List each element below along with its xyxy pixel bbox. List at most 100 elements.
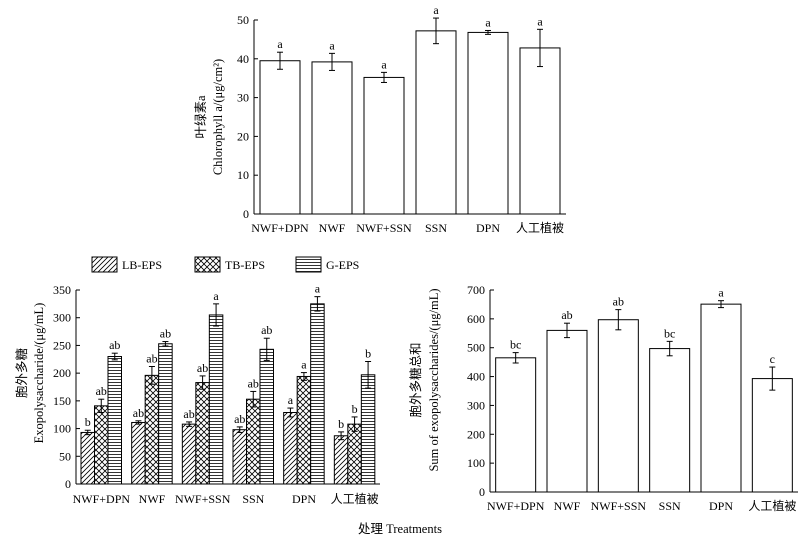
chlorophyll-ylabel-en: Chlorophyll a/(μg/cm²): [211, 59, 225, 175]
eps-xtick-label: NWF+DPN: [73, 492, 131, 506]
sum-significance-letter: ab: [561, 308, 572, 322]
chlorophyll-ylabel-cn: 叶绿素a: [193, 95, 208, 139]
chl-ytick-label: 50: [237, 13, 249, 27]
eps-bar-tb-eps: [246, 398, 261, 485]
eps-bar-g-eps: [360, 374, 376, 485]
sum-xtick-label: NWF: [554, 499, 581, 513]
eps-bar-g-eps: [107, 356, 122, 485]
eps-bar-tb-eps: [195, 382, 210, 485]
sum-ytick-label: 700: [467, 283, 485, 297]
sum-xtick-label: SSN: [659, 499, 681, 513]
eps-bar-g-eps: [208, 314, 224, 485]
sum-bar: [649, 348, 691, 493]
sum-chart: 0 100 200 300 400 500 600 700 bc ab ab bc a c NWF+DP…: [408, 283, 798, 513]
sum-ylabel-cn: 胞外多糖总和: [408, 342, 423, 417]
chl-significance-letter: a: [433, 3, 439, 17]
legend-swatch-tb-eps: [194, 256, 221, 273]
chl-significance-letter: a: [537, 14, 543, 28]
eps-bar-tb-eps: [94, 405, 109, 485]
chl-xtick-label: NWF: [319, 221, 346, 235]
chl-significance-letter: a: [381, 57, 387, 71]
chlorophyll-chart: 0 10 20 30 40 50 a a a a a a NWF+DPN NWF NWF+SSN SSN D…: [193, 3, 566, 235]
eps-significance-letter: ab: [160, 327, 171, 341]
chl-xtick-label: 人工植被: [516, 220, 564, 235]
eps-significance-letter: ab: [234, 412, 245, 426]
eps-significance-letter: b: [85, 415, 91, 429]
eps-bar-tb-eps: [296, 375, 312, 485]
chl-significance-letter: a: [329, 38, 335, 52]
legend-swatch-lb-eps: [91, 256, 118, 273]
eps-significance-letter: b: [352, 402, 358, 416]
eps-xtick-label: NWF+SSN: [175, 492, 231, 506]
eps-significance-letter: a: [315, 282, 321, 296]
legend-label-g-eps: G-EPS: [326, 258, 359, 272]
sum-significance-letter: bc: [510, 338, 521, 352]
shared-x-axis-title: 处理 Treatments: [358, 522, 442, 536]
sum-ytick-label: 0: [479, 485, 485, 499]
eps-bar-lb-eps: [80, 431, 95, 485]
sum-significance-letter: ab: [613, 295, 624, 309]
sum-ytick-label: 600: [467, 312, 485, 326]
eps-significance-letter: a: [288, 393, 294, 407]
eps-xtick-label: DPN: [292, 492, 316, 506]
chl-xtick-label: DPN: [476, 221, 500, 235]
eps-significance-letter: ab: [183, 407, 194, 421]
eps-xtick-label: SSN: [242, 492, 264, 506]
sum-ytick-label: 400: [467, 370, 485, 384]
eps-ytick-label: 0: [65, 477, 71, 491]
eps-bar-lb-eps: [283, 411, 298, 485]
eps-chart: LB-EPS TB-EPS G-EPS 050100150200250300350 …: [14, 256, 380, 506]
chl-bar: [311, 61, 353, 215]
sum-bar: [597, 319, 639, 493]
sum-ytick-label: 200: [467, 427, 485, 441]
eps-ytick-label: 350: [53, 283, 71, 297]
eps-bar-lb-eps: [181, 423, 197, 485]
sum-bar: [546, 329, 588, 493]
eps-significance-letter: ab: [146, 351, 157, 365]
sum-ytick-label: 300: [467, 398, 485, 412]
chl-ytick-label: 20: [237, 129, 249, 143]
eps-significance-letter: ab: [109, 338, 120, 352]
sum-xtick-label: NWF+DPN: [487, 499, 545, 513]
sum-xtick-label: NWF+SSN: [591, 499, 647, 513]
sum-xtick-label: DPN: [709, 499, 733, 513]
eps-ylabel-en: Exopolysaccharide/(μg/mL): [32, 303, 46, 444]
eps-bar-g-eps: [259, 348, 274, 485]
sum-significance-letter: c: [770, 352, 775, 366]
eps-ytick-label: 150: [53, 394, 71, 408]
chl-ytick-label: 40: [237, 52, 249, 66]
legend-label-tb-eps: TB-EPS: [225, 258, 265, 272]
eps-significance-letter: ab: [248, 376, 259, 390]
chl-xtick-label: NWF+DPN: [251, 221, 309, 235]
sum-ytick-label: 500: [467, 341, 485, 355]
legend-swatch-g-eps: [295, 256, 322, 273]
eps-significance-letter: ab: [261, 323, 272, 337]
eps-significance-letter: ab: [96, 384, 107, 398]
eps-legend: LB-EPS TB-EPS G-EPS: [91, 256, 359, 273]
eps-bar-g-eps: [310, 303, 325, 485]
eps-bar-tb-eps: [144, 374, 160, 485]
sum-ylabel-en: Sum of exopolysaccharides/(μg/mL): [427, 288, 441, 471]
eps-bar-lb-eps: [131, 421, 146, 485]
sum-significance-letter: bc: [664, 326, 675, 340]
eps-ytick-label: 250: [53, 338, 71, 352]
eps-significance-letter: b: [365, 347, 371, 361]
chl-significance-letter: a: [277, 37, 283, 51]
sum-bar: [751, 378, 793, 493]
eps-ytick-label: 100: [53, 422, 71, 436]
sum-xtick-label: 人工植被: [748, 498, 796, 513]
chl-xtick-label: NWF+SSN: [356, 221, 412, 235]
eps-significance-letter: ab: [197, 361, 208, 375]
chl-bar: [415, 30, 457, 215]
eps-ytick-label: 50: [59, 449, 71, 463]
eps-bar-lb-eps: [232, 429, 247, 485]
sum-significance-letter: a: [718, 286, 724, 300]
eps-significance-letter: b: [338, 417, 344, 431]
eps-ytick-label: 200: [53, 366, 71, 380]
eps-xtick-label: NWF: [139, 492, 166, 506]
eps-significance-letter: a: [301, 358, 307, 372]
chl-significance-letter: a: [485, 15, 491, 29]
legend-label-lb-eps: LB-EPS: [122, 258, 162, 272]
sum-ytick-label: 100: [467, 456, 485, 470]
